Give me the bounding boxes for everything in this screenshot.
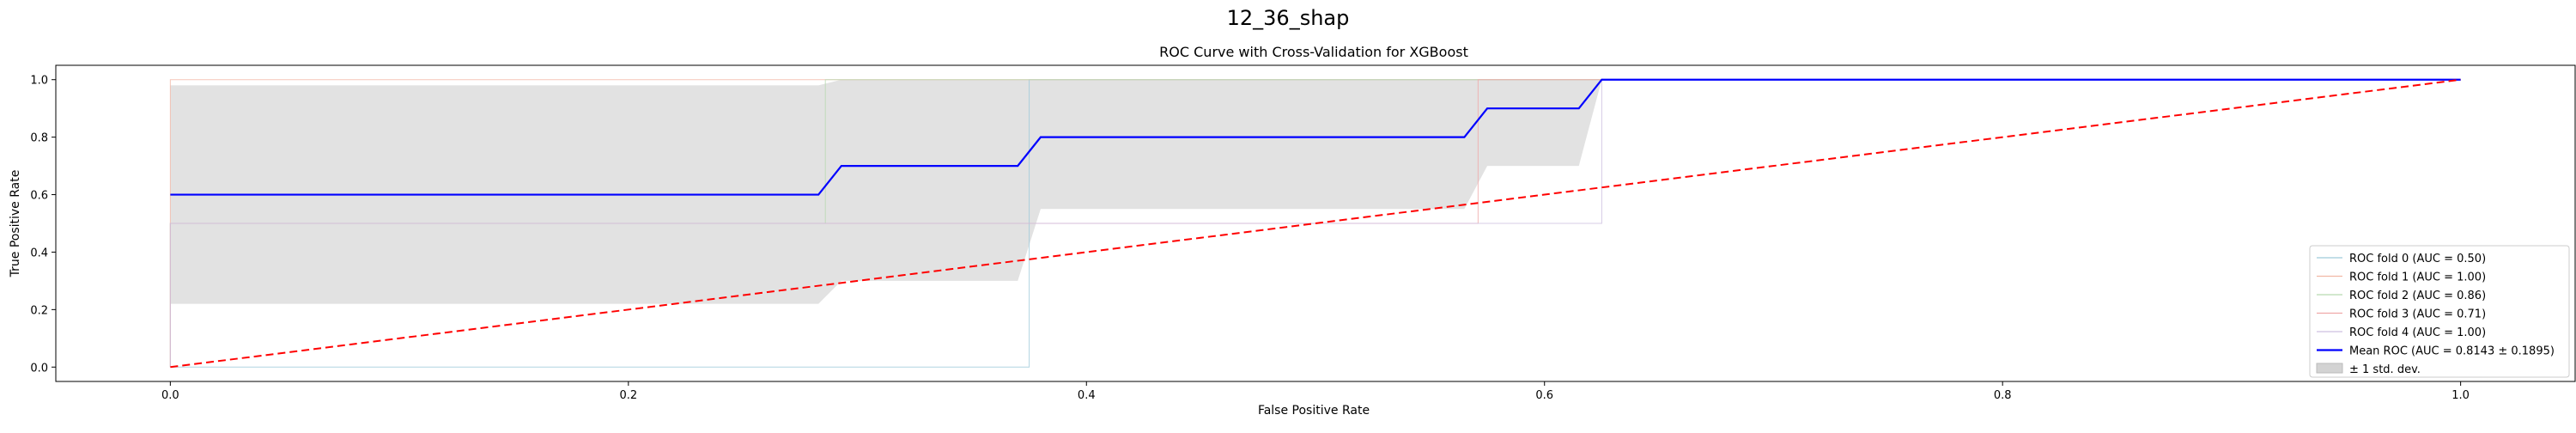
y-tick-label: 0.2 [30,304,48,317]
legend-label: ± 1 std. dev. [2349,363,2421,376]
x-tick-label: 0.2 [619,389,637,402]
mean-roc-line [170,78,2461,196]
y-tick-label: 1.0 [30,75,48,88]
y-tick-label: 0.8 [30,132,48,145]
std-dev-band [170,79,2461,304]
legend-label: Mean ROC (AUC = 0.8143 ± 0.1895) [2349,345,2555,358]
legend-label: ROC fold 3 (AUC = 0.71) [2349,308,2486,321]
legend: ROC fold 0 (AUC = 0.50) ROC fold 1 (AUC =… [2309,245,2570,378]
figure-suptitle: 12_36_shap [1227,6,1350,30]
x-axis-label: False Positive Rate [1258,404,1370,418]
y-tick-label: 0.4 [30,247,48,259]
x-tick-label: 0.0 [161,389,179,402]
chart-title: ROC Curve with Cross-Validation for XGBo… [1159,44,1468,60]
axes: 0.0 0.2 0.4 0.6 0.8 1.0 0.0 0.2 0.4 0.6 0.8 1.0 [30,75,2470,402]
legend-label: ROC fold 1 (AUC = 1.00) [2349,271,2486,284]
x-tick-label: 0.4 [1078,389,1096,402]
y-tick-label: 0.6 [30,190,48,203]
legend-box [2309,245,2570,378]
chance-line [170,78,2461,369]
x-tick-label: 0.6 [1535,389,1553,402]
x-tick-label: 1.0 [2451,389,2470,402]
plot-area [169,78,2461,369]
legend-label: ROC fold 0 (AUC = 0.50) [2349,253,2486,265]
plot-frame [55,64,2576,382]
legend-label: ROC fold 4 (AUC = 1.00) [2349,326,2486,339]
y-tick-label: 0.0 [30,362,48,375]
legend-label: ROC fold 2 (AUC = 0.86) [2349,290,2486,302]
legend-swatch-band [2316,363,2343,374]
x-tick-label: 0.8 [1994,389,2012,402]
y-axis-label: True Positive Rate [9,170,22,278]
